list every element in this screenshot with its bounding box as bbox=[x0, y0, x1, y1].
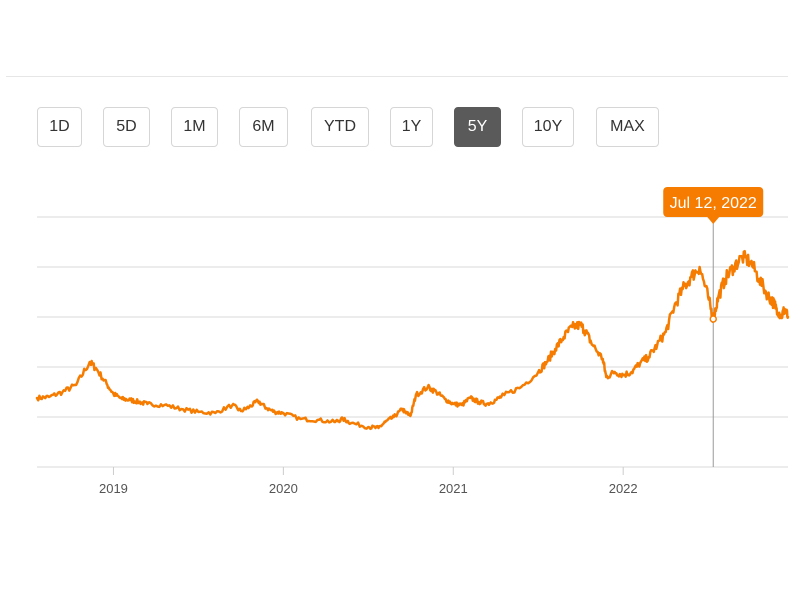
tooltip-date-label: Jul 12, 2022 bbox=[670, 195, 757, 212]
x-tick-label: 2022 bbox=[609, 481, 638, 496]
range-button-6m[interactable]: 6M bbox=[239, 107, 288, 147]
range-button-10y[interactable]: 10Y bbox=[522, 107, 574, 147]
gridlines bbox=[37, 216, 788, 468]
x-axis-ticks: 2019 2020 2021 2022 bbox=[99, 467, 638, 496]
x-tick-label: 2019 bbox=[99, 481, 128, 496]
range-button-max[interactable]: MAX bbox=[596, 107, 659, 147]
range-selector: 1D 5D 1M 6M YTD 1Y 5Y 10Y MAX bbox=[0, 0, 800, 160]
tooltip-background bbox=[663, 187, 764, 217]
tooltip-pointer bbox=[707, 217, 720, 224]
x-tick-label: 2020 bbox=[269, 481, 298, 496]
range-button-5d[interactable]: 5D bbox=[103, 107, 150, 147]
range-button-ytd[interactable]: YTD bbox=[311, 107, 369, 147]
range-button-1d[interactable]: 1D bbox=[37, 107, 82, 147]
range-button-1y[interactable]: 1Y bbox=[390, 107, 433, 147]
range-button-1m[interactable]: 1M bbox=[171, 107, 218, 147]
top-divider bbox=[6, 76, 788, 77]
date-tooltip: Jul 12, 2022 bbox=[663, 187, 764, 224]
price-line[interactable] bbox=[35, 249, 790, 431]
range-button-5y[interactable]: 5Y bbox=[454, 107, 501, 147]
x-tick-label: 2021 bbox=[439, 481, 468, 496]
hover-point bbox=[709, 315, 717, 323]
